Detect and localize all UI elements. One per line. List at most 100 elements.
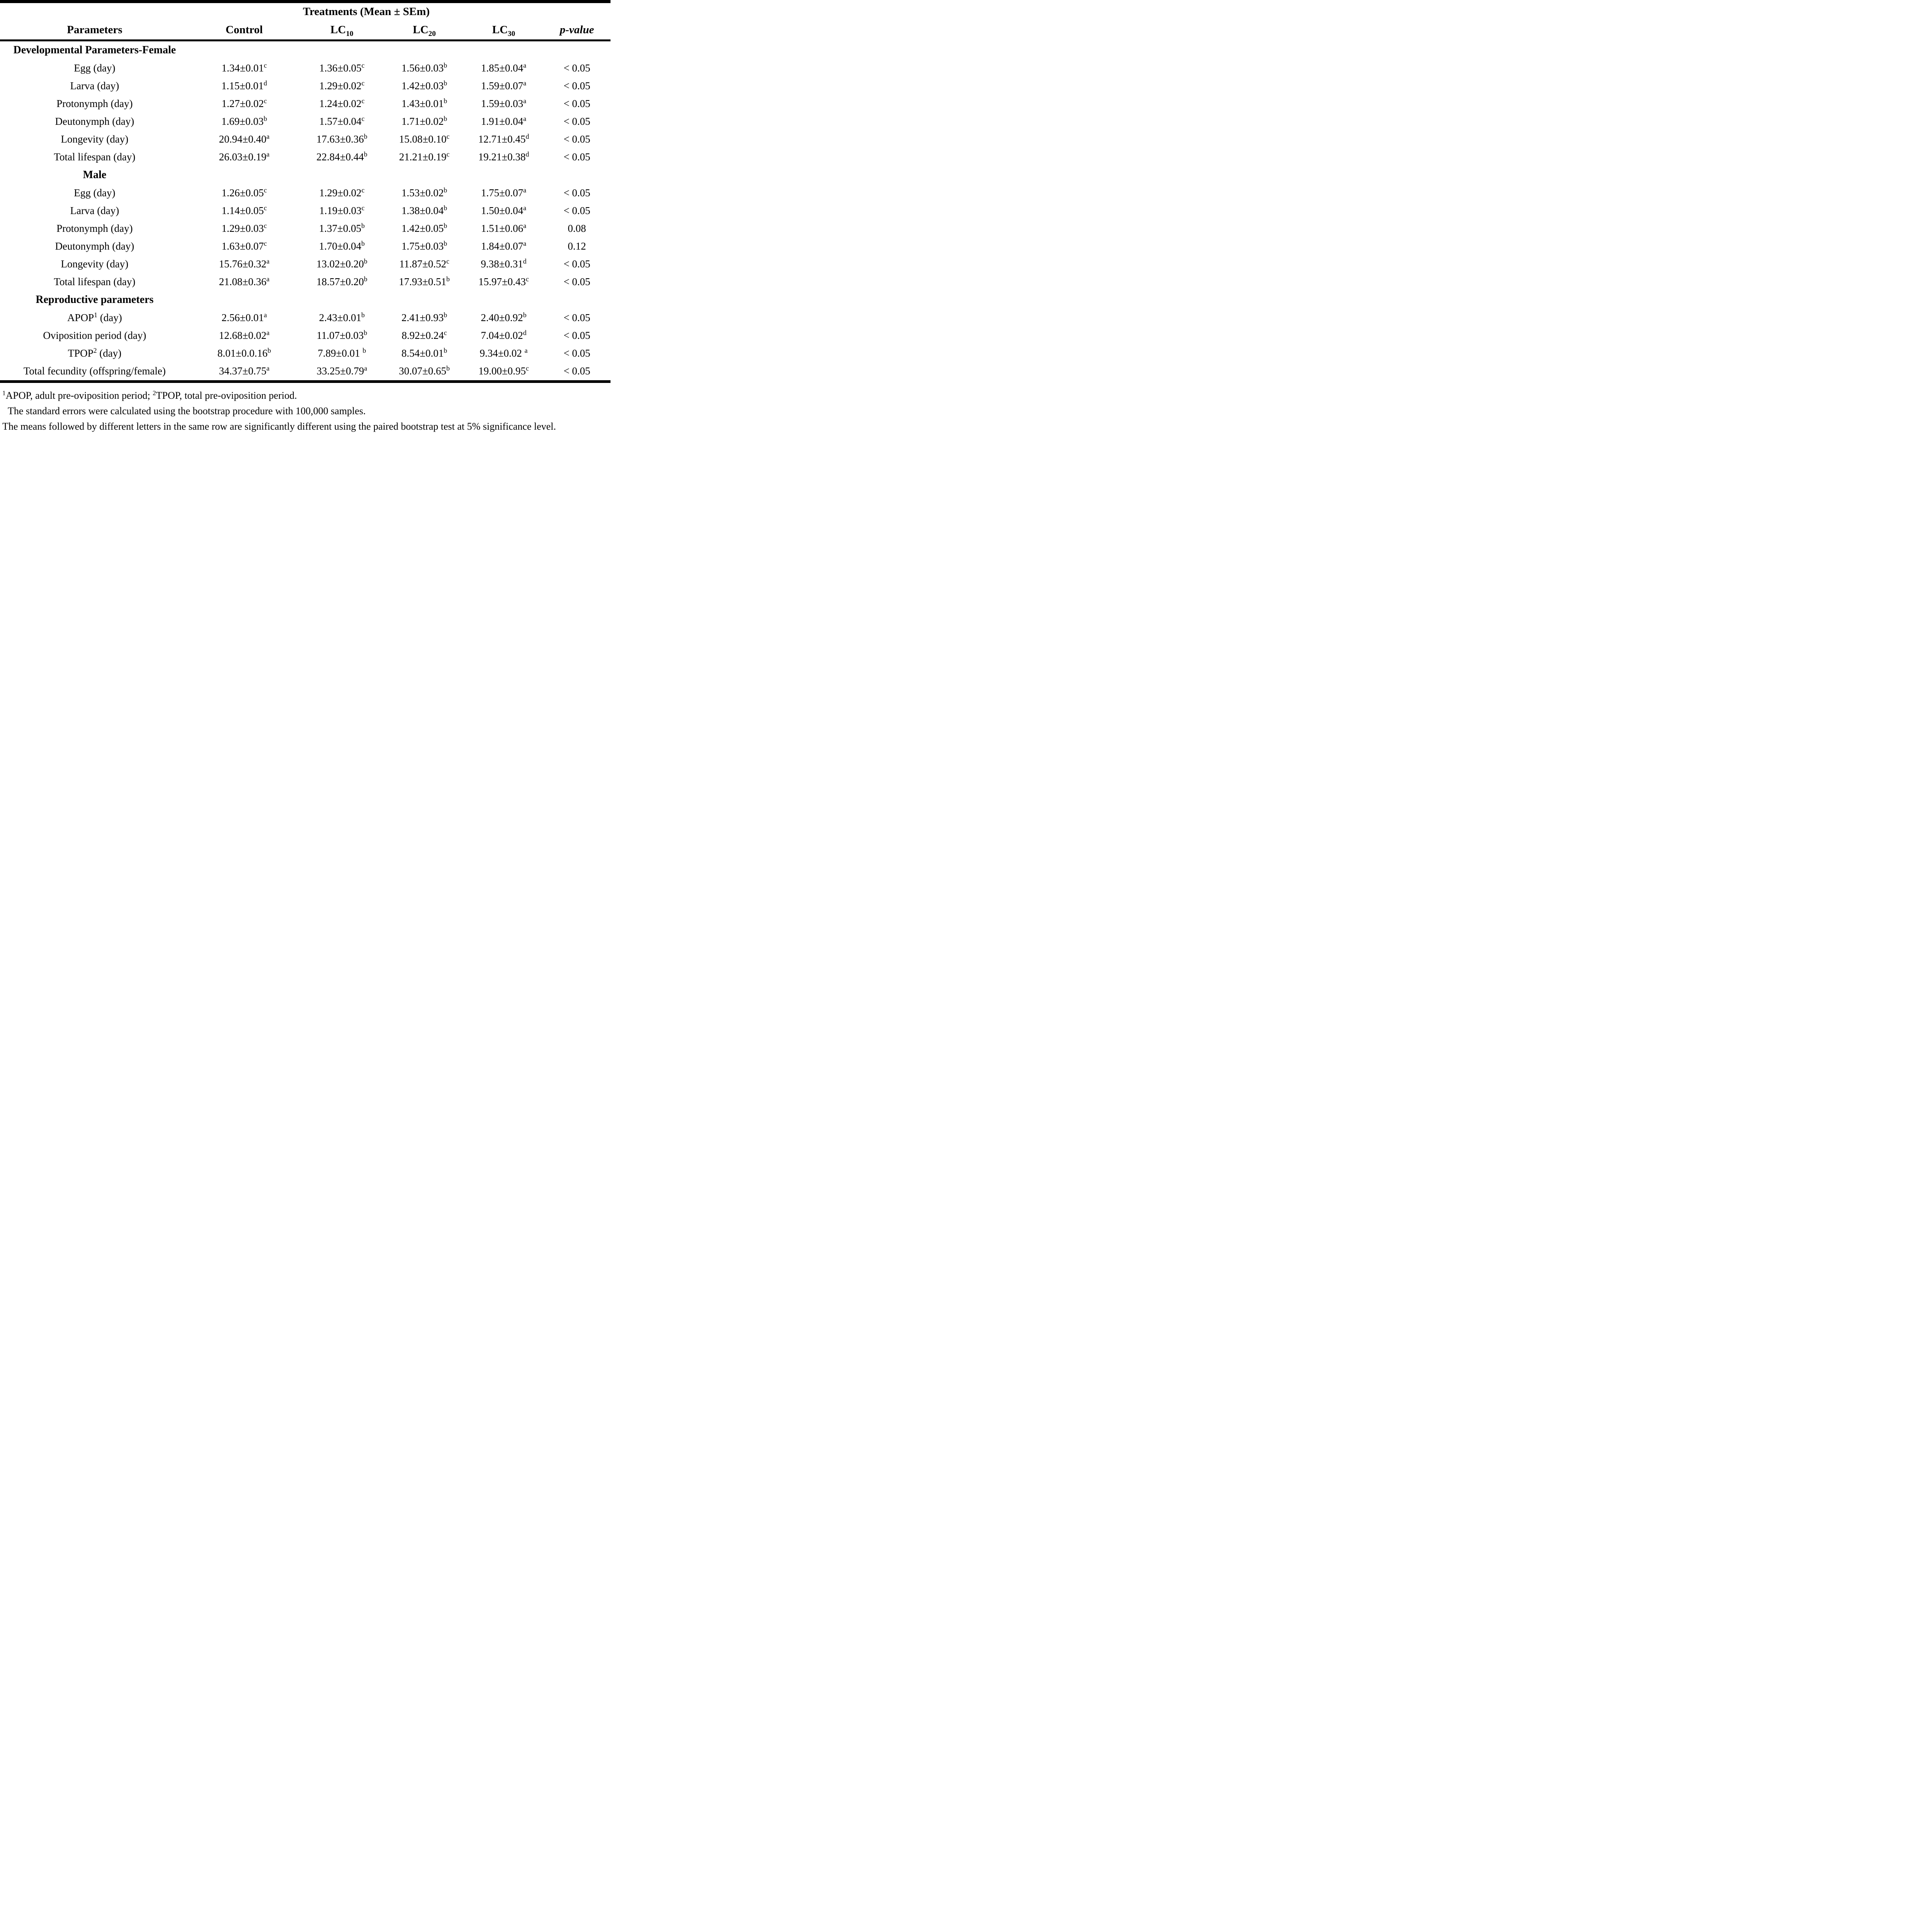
significance-letter: b <box>444 61 447 70</box>
significance-letter: c <box>264 222 267 230</box>
p-value-cell: < 0.05 <box>563 276 590 288</box>
value-cell: 1.14±0.05c <box>221 204 267 217</box>
significance-letter: d <box>526 150 529 158</box>
significance-letter: b <box>364 275 367 283</box>
significance-letter: c <box>361 204 365 212</box>
table-row: Protonymph (day) 1.27±0.02c 1.24±0.02c 1.43… <box>0 95 611 113</box>
significance-letter: c <box>526 275 529 283</box>
significance-letter: c <box>264 61 267 70</box>
significance-letter: b <box>264 115 267 123</box>
value-cell: 8.01±0.0.16b <box>217 347 271 359</box>
table-row: APOP1 (day) 2.56±0.01a 2.43±0.01b 2.41±0.93… <box>0 309 611 327</box>
param-label: Total lifespan (day) <box>54 276 136 288</box>
column-header-row: Parameters Control LC10 LC20 LC30 p-valu… <box>0 21 611 39</box>
significance-letter: c <box>361 61 365 70</box>
p-value-cell: < 0.05 <box>563 312 590 324</box>
significance-letter: a <box>266 329 270 337</box>
table-row: Deutonymph (day) 1.69±0.03b 1.57±0.04c 1.71… <box>0 113 611 131</box>
significance-letter: b <box>444 347 447 355</box>
value-cell: 1.57±0.04c <box>319 115 365 128</box>
significance-letter: 1 <box>2 389 6 397</box>
column-header-lc20: LC20 <box>384 23 464 37</box>
footnote-line: 1APOP, adult pre-oviposition period; 2TP… <box>2 389 297 401</box>
value-cell: 1.29±0.03c <box>221 222 267 235</box>
param-label: Protonymph (day) <box>56 98 133 110</box>
value-cell: 1.91±0.04a <box>481 115 527 128</box>
value-cell: 34.37±0.75a <box>219 364 270 377</box>
value-cell: 17.63±0.36b <box>316 133 367 145</box>
value-cell: 1.59±0.03a <box>481 97 527 110</box>
significance-letter: c <box>446 133 450 141</box>
p-value-cell: < 0.05 <box>563 116 590 128</box>
significance-letter: a <box>266 275 270 283</box>
value-cell: 1.42±0.03b <box>401 79 447 92</box>
param-label: Longevity (day) <box>61 133 129 145</box>
p-value-cell: < 0.05 <box>563 258 590 270</box>
significance-letter: b <box>361 222 365 230</box>
value-cell: 9.38±0.31d <box>481 257 527 270</box>
significance-letter: b <box>364 257 367 265</box>
p-value-cell: < 0.05 <box>563 205 590 217</box>
value-cell: 26.03±0.19a <box>219 150 270 163</box>
significance-letter: b <box>444 204 447 212</box>
value-cell: 1.36±0.05c <box>319 61 365 74</box>
significance-letter: a <box>266 257 270 265</box>
significance-letter: c <box>361 115 365 123</box>
significance-letter: 1 <box>94 311 97 319</box>
significance-letter: c <box>446 150 450 158</box>
value-cell: 1.38±0.04b <box>401 204 447 217</box>
table-row: Egg (day) 1.34±0.01c 1.36±0.05c 1.56±0.03b 1… <box>0 60 611 77</box>
value-cell: 1.56±0.03b <box>401 61 447 74</box>
significance-letter: a <box>364 364 367 372</box>
significance-letter: b <box>364 133 367 141</box>
value-cell: 33.25±0.79a <box>316 364 367 377</box>
table-row: Larva (day) 1.14±0.05c 1.19±0.03c 1.38±0.04… <box>0 202 611 220</box>
p-value-cell: < 0.05 <box>563 80 590 92</box>
footnotes: 1APOP, adult pre-oviposition period; 2TP… <box>0 383 611 439</box>
p-value-cell: < 0.05 <box>563 365 590 377</box>
footnote-line: The means followed by different letters … <box>2 421 556 432</box>
value-cell: 18.57±0.20b <box>316 275 367 288</box>
value-cell: 7.89±0.01 b <box>318 347 366 359</box>
column-header-parameters: Parameters <box>67 24 122 36</box>
p-value-cell: 0.08 <box>568 223 586 235</box>
page: Treatments (Mean ± SEm) Parameters Contr… <box>0 0 611 439</box>
significance-letter: d <box>264 79 267 87</box>
significance-letter: a <box>523 79 527 87</box>
value-cell: 1.69±0.03b <box>221 115 267 128</box>
value-cell: 1.51±0.06a <box>481 222 527 235</box>
value-cell: 2.41±0.93b <box>401 311 447 324</box>
section-header: Developmental Parameters-Female <box>13 44 176 56</box>
significance-letter: a <box>266 150 270 158</box>
table-row: Egg (day) 1.26±0.05c 1.29±0.02c 1.53±0.02b 1… <box>0 184 611 202</box>
treatments-header: Treatments (Mean ± SEm) <box>303 5 430 18</box>
significance-letter: b <box>362 347 366 355</box>
significance-letter: a <box>524 347 528 355</box>
param-label: Deutonymph (day) <box>55 240 134 252</box>
value-cell: 22.84±0.44b <box>316 150 367 163</box>
value-cell: 1.42±0.05b <box>401 222 447 235</box>
table-header: Treatments (Mean ± SEm) Parameters Contr… <box>0 3 611 41</box>
value-cell: 19.00±0.95c <box>478 364 529 377</box>
table-body: Developmental Parameters-Female Egg (day)… <box>0 41 611 383</box>
value-cell: 1.37±0.05b <box>319 222 365 235</box>
significance-letter: b <box>444 186 447 194</box>
param-label: Oviposition period (day) <box>43 330 146 342</box>
param-label: Total lifespan (day) <box>54 151 136 163</box>
param-label: Larva (day) <box>70 80 119 92</box>
param-label: APOP1 (day) <box>67 311 122 324</box>
table-row: TPOP2 (day) 8.01±0.0.16b 7.89±0.01 b 8.54±0… <box>0 345 611 362</box>
value-cell: 1.34±0.01c <box>221 61 267 74</box>
value-cell: 1.75±0.03b <box>401 240 447 252</box>
value-cell: 8.54±0.01b <box>401 347 447 359</box>
significance-letter: b <box>361 311 365 319</box>
significance-letter: a <box>523 240 527 248</box>
value-cell: 2.43±0.01b <box>319 311 365 324</box>
section-header-row: Male <box>0 166 611 184</box>
significance-letter: a <box>523 61 527 70</box>
significance-letter: b <box>364 150 367 158</box>
significance-letter: 2 <box>153 389 156 397</box>
value-cell: 1.26±0.05c <box>221 186 267 199</box>
param-label: Total fecundity (offspring/female) <box>23 365 166 377</box>
significance-letter: a <box>523 222 527 230</box>
